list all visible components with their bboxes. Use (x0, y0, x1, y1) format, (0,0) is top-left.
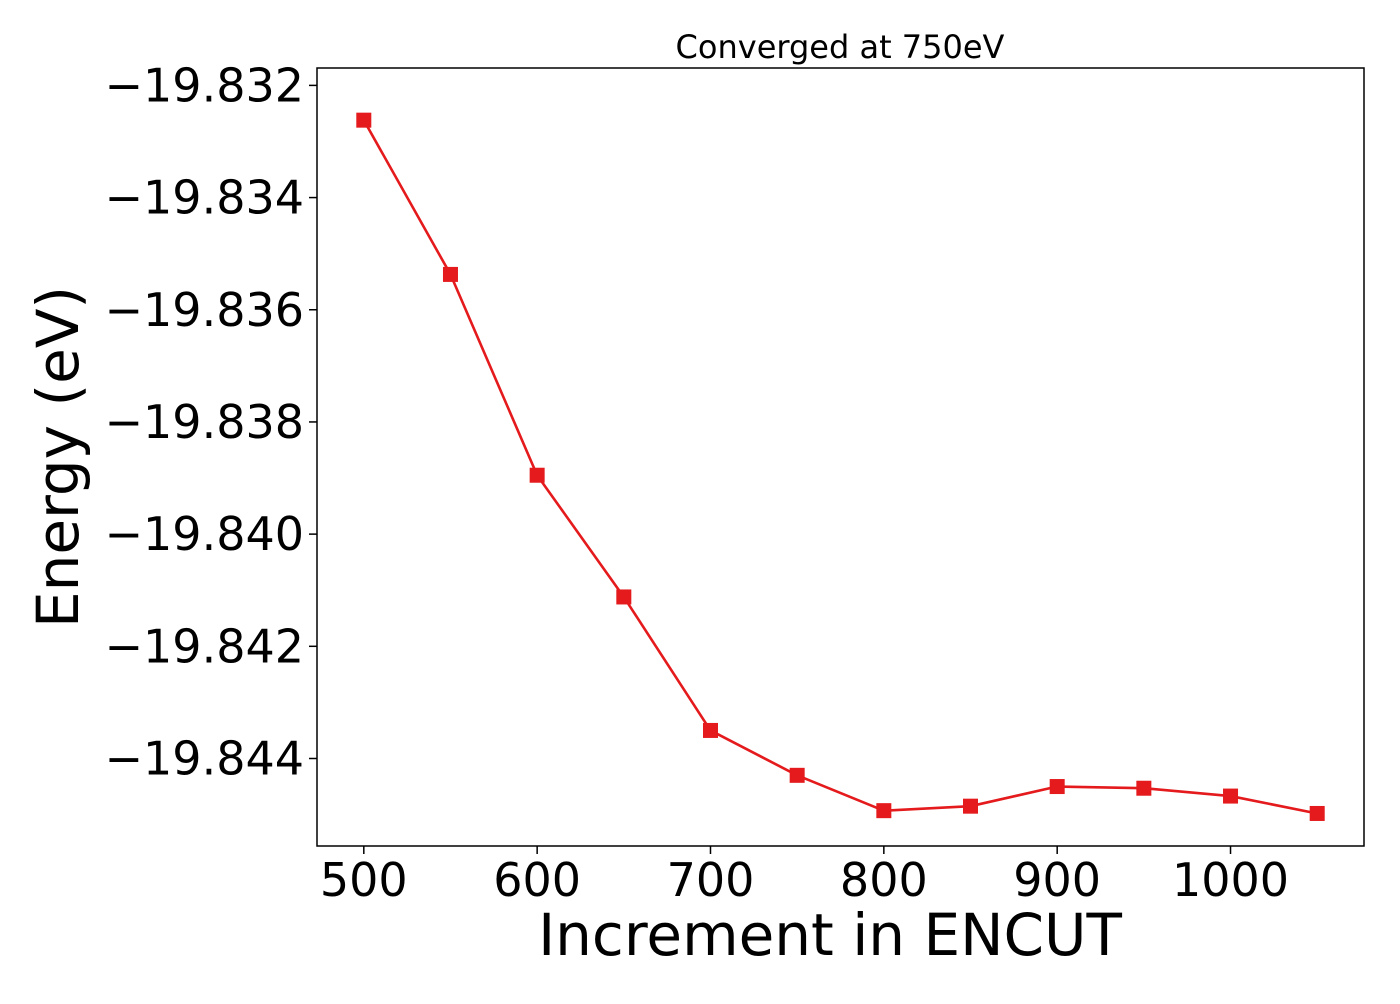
chart-title: Converged at 750eV (676, 28, 1005, 66)
y-axis-label: Energy (eV) (24, 286, 92, 628)
y-tick-label: −19.844 (105, 731, 305, 785)
y-tick-label: −19.836 (105, 283, 305, 337)
x-tick-label: 500 (320, 853, 408, 907)
data-point (1309, 805, 1325, 821)
data-point (1136, 780, 1152, 796)
series-layer (356, 112, 1325, 821)
series-line (362, 119, 1318, 815)
data-point (702, 722, 718, 738)
data-point (963, 798, 979, 814)
x-axis-ticks: 500 600 700 800 900 1000 (320, 846, 1289, 907)
data-point (616, 589, 632, 605)
x-tick-label: 700 (667, 853, 755, 907)
data-point (442, 266, 458, 282)
x-tick-label: 800 (840, 853, 928, 907)
data-point (1223, 788, 1239, 804)
y-tick-label: −19.842 (105, 619, 305, 673)
y-axis-ticks: −19.832 −19.834 −19.836 −19.838 −19.840 −19.8… (105, 58, 317, 785)
data-point (356, 112, 372, 128)
x-axis-label: Increment in ENCUT (538, 901, 1122, 969)
data-point (1049, 779, 1065, 795)
data-point (529, 467, 545, 483)
x-tick-label: 600 (493, 853, 581, 907)
y-tick-label: −19.840 (105, 507, 305, 561)
y-tick-label: −19.832 (105, 58, 305, 112)
data-point (876, 803, 892, 819)
plot-area (316, 67, 1365, 847)
x-tick-label: 1000 (1172, 853, 1289, 907)
y-tick-label: −19.838 (105, 395, 305, 449)
x-tick-label: 900 (1013, 853, 1101, 907)
y-tick-label: −19.834 (105, 171, 305, 225)
data-point (789, 767, 805, 783)
